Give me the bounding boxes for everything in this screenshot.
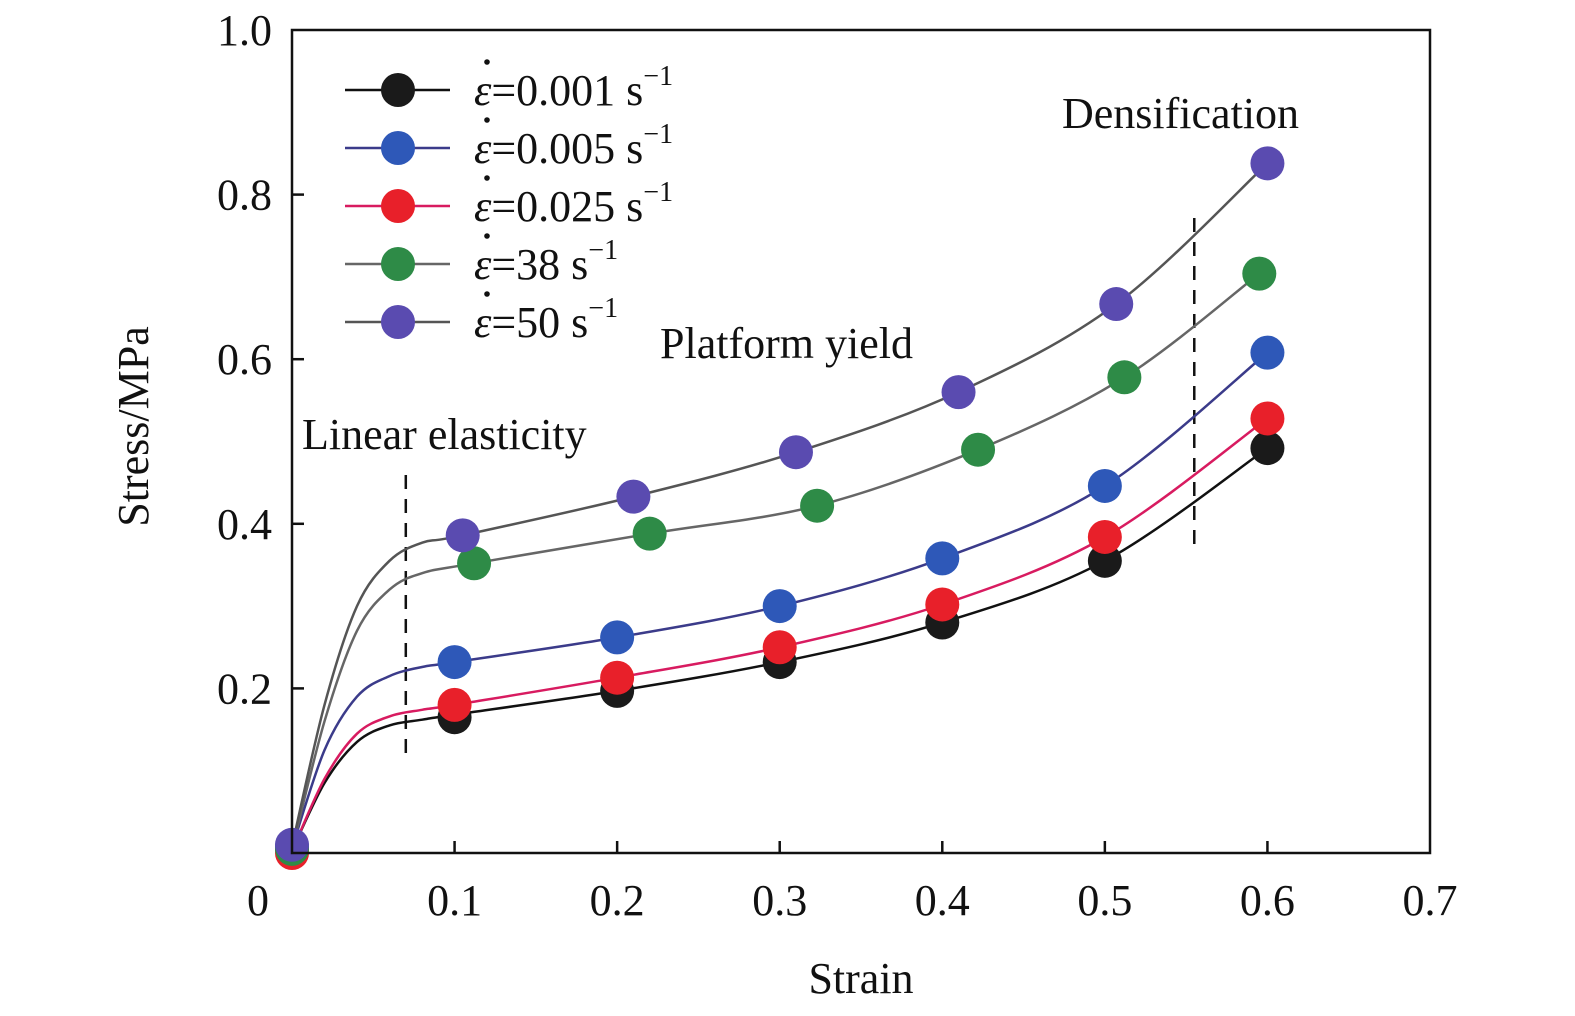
legend: ε=0.001 s−1ε=0.005 s−1ε=0.025 s−1ε=38 s−… xyxy=(345,59,673,347)
legend-dot-accent xyxy=(484,59,490,65)
legend-marker xyxy=(381,73,415,107)
series-markers xyxy=(275,146,1285,870)
region-boundaries xyxy=(404,218,1196,760)
series-0-point xyxy=(1250,431,1285,466)
legend-marker xyxy=(381,189,415,223)
x-tick-label: 0.4 xyxy=(915,876,970,925)
x-tick-label: 0.6 xyxy=(1240,876,1295,925)
series-1-point xyxy=(925,541,960,576)
annotation-platform-yield: Platform yield xyxy=(660,319,913,368)
x-tick-label: 0 xyxy=(247,876,269,925)
series-curves xyxy=(290,162,1269,852)
series-line-4 xyxy=(290,162,1269,847)
annotation-linear-elasticity: Linear elasticity xyxy=(302,410,587,459)
series-4-point xyxy=(445,518,480,553)
legend-label: ε=0.001 s−1 xyxy=(474,61,673,115)
legend-dot-accent xyxy=(484,291,490,297)
series-2-point xyxy=(762,630,797,665)
series-1-point xyxy=(762,589,797,624)
x-axis-title: Strain xyxy=(808,954,913,1003)
series-4-point xyxy=(1099,287,1134,322)
series-0-point xyxy=(1087,543,1122,578)
x-tick-label: 0.1 xyxy=(427,876,482,925)
series-2-point xyxy=(1250,401,1285,436)
series-1-point xyxy=(437,645,472,680)
y-tick-label: 0.6 xyxy=(217,335,272,384)
series-1-point xyxy=(1250,335,1285,370)
series-3-point xyxy=(457,546,492,581)
plot-frame xyxy=(290,28,1432,855)
y-tick-label: 0.8 xyxy=(217,171,272,220)
y-axis-ticks: 0.2 0.4 0.6 0.8 1.0 xyxy=(217,6,304,713)
series-3-point xyxy=(632,516,667,551)
y-axis-title: Stress/MPa xyxy=(109,326,158,526)
series-4-point xyxy=(778,435,813,470)
x-tick-label: 0.3 xyxy=(752,876,807,925)
series-2-point xyxy=(437,687,472,722)
series-4-point xyxy=(1250,146,1285,181)
y-tick-label: 1.0 xyxy=(217,6,272,55)
series-2-point xyxy=(925,587,960,622)
x-tick-label: 0.5 xyxy=(1077,876,1132,925)
legend-label: ε=38 s−1 xyxy=(474,235,618,289)
series-3-point xyxy=(961,432,996,467)
series-4-point xyxy=(616,479,651,514)
annotation-densification: Densification xyxy=(1062,89,1299,138)
y-tick-label: 0.4 xyxy=(217,500,272,549)
series-3-point xyxy=(1242,256,1277,291)
series-3-point xyxy=(1107,360,1142,395)
legend-marker xyxy=(381,131,415,165)
x-axis-ticks: 0 0.1 0.2 0.3 0.4 0.5 0.6 0.7 xyxy=(247,841,1458,925)
legend-label: ε=0.025 s−1 xyxy=(474,177,673,231)
series-3-point xyxy=(800,488,835,523)
series-1-point xyxy=(600,620,635,655)
legend-marker xyxy=(381,247,415,281)
series-2-point xyxy=(600,660,635,695)
series-line-3 xyxy=(290,272,1261,851)
legend-marker xyxy=(381,305,415,339)
y-tick-label: 0.2 xyxy=(217,664,272,713)
legend-dot-accent xyxy=(484,117,490,123)
series-4-point xyxy=(941,375,976,410)
x-tick-label: 0.2 xyxy=(590,876,645,925)
series-2-point xyxy=(1087,519,1122,554)
series-1-point xyxy=(1087,468,1122,503)
legend-label: ε=0.005 s−1 xyxy=(474,119,673,173)
legend-label: ε=50 s−1 xyxy=(474,293,618,347)
legend-dot-accent xyxy=(484,233,490,239)
x-tick-label: 0.7 xyxy=(1403,876,1458,925)
legend-dot-accent xyxy=(484,175,490,181)
